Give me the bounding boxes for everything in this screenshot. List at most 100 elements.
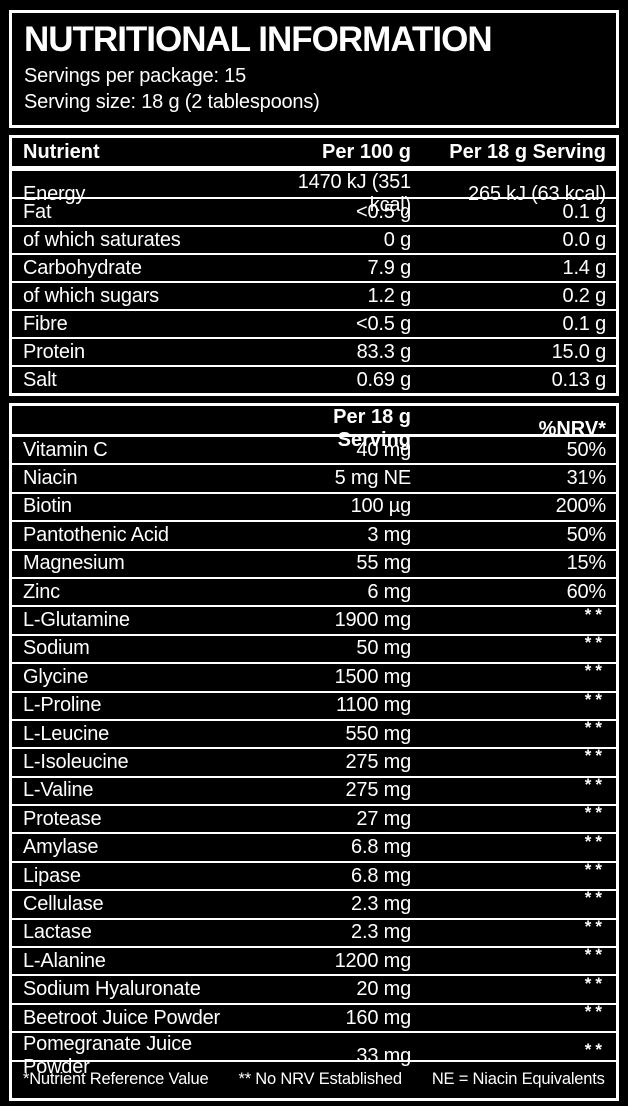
value-per-serving: 2.3 mg [351,892,411,915]
value-per-serving: 0.1 g [562,200,607,223]
value-per-100g: 7.9 g [367,256,412,279]
column-header-nutrient: Nutrient [23,140,100,163]
value-per-serving: 1200 mg [334,949,412,972]
value-per-100g: 1.2 g [367,284,412,307]
value-per-serving: 0.2 g [562,284,607,307]
nutrient-name: L-Valine [23,779,94,802]
section-divider [9,128,619,135]
macro-table-header: Nutrient Per 100 g Per 18 g Serving [12,138,616,171]
value-nrv: ** [584,604,606,624]
value-per-100g: 0 g [383,228,411,251]
value-per-serving: 5 mg NE [334,467,412,490]
value-nrv: 15% [566,552,607,575]
table-row: L-Valine 275 mg ** [12,775,616,804]
micro-table-rows: Vitamin C 40 mg 50% Niacin 5 mg NE 31% B… [12,437,616,1078]
value-per-serving: 6 mg [367,580,411,603]
value-nrv: ** [584,945,606,965]
nutrient-name: of which saturates [23,228,181,251]
value-nrv: ** [584,1002,606,1021]
footnote-no-nrv: ** No NRV Established [238,1070,402,1089]
value-per-serving: 1.4 g [562,256,607,279]
nutrient-name: of which sugars [23,284,159,307]
table-row: Cellulase 2.3 mg ** [12,888,616,917]
table-row: Magnesium 55 mg 15% [12,548,616,577]
value-per-serving: 33 mg [356,1044,411,1067]
value-per-100g: 83.3 g [356,340,412,363]
micro-table-header: Per 18 g Serving %NRV* [12,406,616,451]
nutrient-name: Beetroot Juice Powder [23,1006,221,1029]
nutrient-name: Lipase [23,864,81,887]
value-nrv: ** [584,746,606,766]
table-row: Biotin 100 µg 200% [12,491,616,520]
value-per-serving: 6.8 mg [351,864,411,887]
nutrient-name: Biotin [23,495,72,518]
value-per-serving: 1100 mg [336,694,411,717]
table-row: Beetroot Juice Powder 160 mg ** [12,1002,616,1031]
value-nrv: ** [584,632,606,652]
value-nrv: ** [584,973,606,993]
value-per-serving: 275 mg [345,779,411,802]
value-per-serving: 2.3 mg [351,921,411,944]
value-nrv: ** [584,860,606,880]
nutrient-name: L-Alanine [23,949,106,972]
column-header-per-100g: Per 100 g [322,140,411,163]
servings-per-package: Servings per package: 15 [24,65,247,87]
value-nrv: 31% [566,467,607,490]
value-nrv: ** [584,888,606,908]
table-row: Lactase 2.3 mg ** [12,917,616,946]
nutrient-name: Lactase [23,921,92,944]
serving-size: Serving size: 18 g (2 tablespoons) [24,91,320,113]
nutrient-name: L-Proline [23,694,102,717]
nutrient-name: Zinc [23,580,60,603]
value-per-serving: 27 mg [356,807,411,830]
column-header-per-serving: Per 18 g Serving [333,406,411,451]
value-per-serving: 1500 mg [334,665,412,688]
value-nrv: 200% [555,495,607,518]
value-nrv: 50% [566,438,607,461]
table-row: Salt 0.69 g 0.13 g [12,365,616,393]
table-row: L-Alanine 1200 mg ** [12,945,616,974]
table-row: L-Isoleucine 275 mg ** [12,746,616,775]
nutrient-name: Protease [23,807,102,830]
value-per-serving: 100 µg [350,495,412,518]
nutrient-name: Glycine [23,665,89,688]
macro-nutrient-table: Nutrient Per 100 g Per 18 g Serving Ener… [9,135,619,396]
nutrient-name: Pomegranate Juice Powder [23,1033,192,1079]
table-row: of which saturates 0 g 0.0 g [12,225,616,253]
table-row: Carbohydrate 7.9 g 1.4 g [12,253,616,281]
nutrient-name: Fat [23,200,52,223]
value-nrv: ** [584,689,606,709]
table-row: Lipase 6.8 mg ** [12,860,616,889]
macro-table-rows: Energy 1470 kJ (351 kcal) 265 kJ (63 kca… [12,171,616,393]
nutrient-name: Salt [23,368,57,391]
nutrient-name: Pantothenic Acid [23,523,169,546]
nutrient-name: Vitamin C [23,438,108,461]
table-row: Sodium Hyaluronate 20 mg ** [12,974,616,1002]
value-per-serving: 1900 mg [334,609,412,632]
column-header-nrv: %NRV* [538,417,606,440]
value-per-100g: 0.69 g [356,368,412,391]
value-per-100g: <0.5 g [356,312,411,335]
nutrient-name: Sodium [23,637,90,660]
table-row: Glycine 1500 mg ** [12,661,616,690]
value-nrv: 60% [566,580,607,603]
table-row: Fat <0.5 g 0.1 g [12,197,616,225]
table-row: Protease 27 mg ** [12,803,616,832]
nutrient-name: Cellulase [23,892,104,915]
column-header-per-serving: Per 18 g Serving [449,140,606,163]
table-row: L-Glutamine 1900 mg ** [12,605,616,633]
table-row: Energy 1470 kJ (351 kcal) 265 kJ (63 kca… [12,171,616,216]
value-nrv: 50% [566,523,607,546]
micro-nutrient-table: Per 18 g Serving %NRV* Vitamin C 40 mg 5… [9,403,619,1101]
value-nrv: ** [584,661,606,681]
value-per-serving: 550 mg [345,722,411,745]
value-nrv: ** [584,831,606,851]
nutrient-name: L-Glutamine [23,609,130,632]
value-per-serving: 6.8 mg [351,836,411,859]
footnote-ne: NE = Niacin Equivalents [431,1070,605,1089]
value-per-100g: <0.5 g [356,200,411,223]
nutrient-name: Niacin [23,467,78,490]
value-nrv: ** [584,718,606,738]
nutrient-name: L-Isoleucine [23,750,129,773]
